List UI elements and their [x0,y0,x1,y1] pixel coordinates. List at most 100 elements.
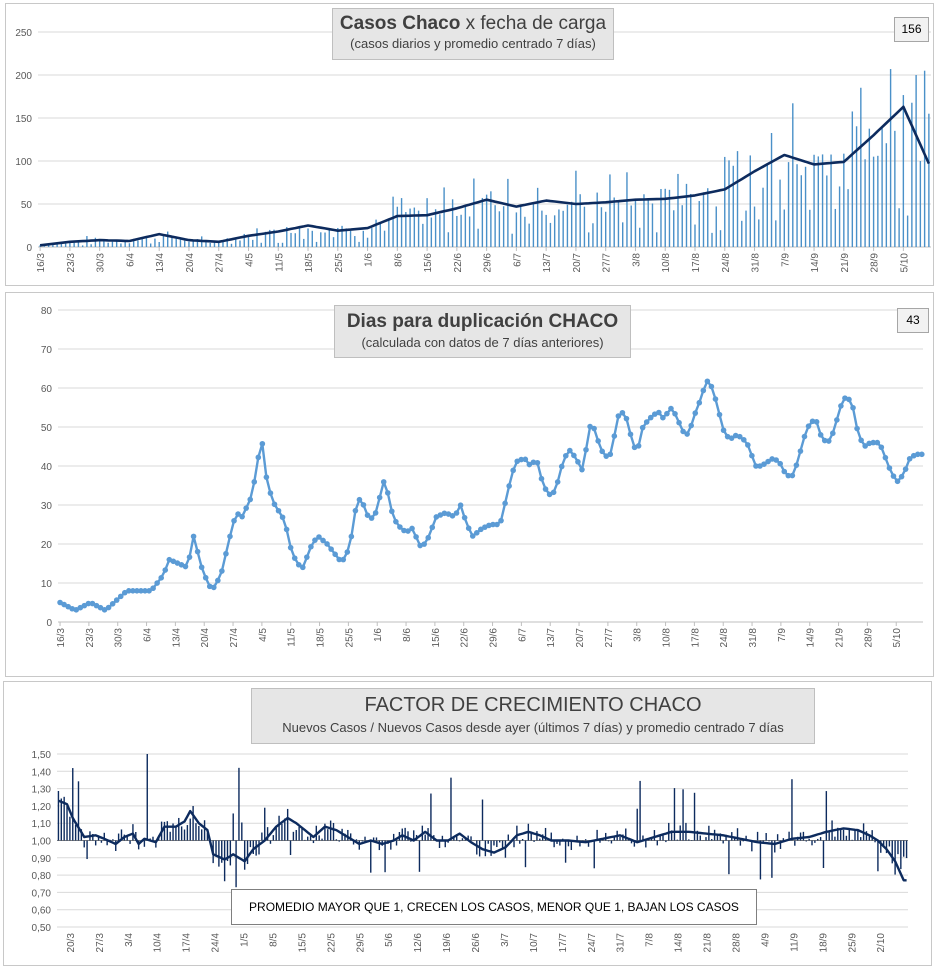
growth-daily-bar [501,840,504,850]
doubling-x-tick-label: 11/5 [287,628,298,647]
cases-daily-bar [587,232,590,247]
cases-daily-bar [566,204,569,247]
doubling-point [765,458,771,465]
doubling-chart: 0 10 20 30 40 50 60 70 80 16/3 23/3 30/3 6/4 13/4 20/4… [41,306,925,648]
cases-daily-bar [894,130,896,247]
cases-daily-bar [149,243,152,247]
doubling-point [413,534,419,540]
growth-daily-bar [301,828,303,841]
doubling-point [356,496,363,503]
growth-x-tick-label: 8/5 [268,933,279,947]
growth-daily-bar [269,840,272,844]
growth-daily-bar [332,822,335,841]
cases-daily-bar [792,103,794,248]
growth-daily-bar [828,832,830,841]
growth-daily-bar [80,829,83,841]
growth-daily-bar [696,830,699,841]
growth-daily-bar [186,825,189,841]
growth-daily-bar [719,833,722,841]
cases-y-tick-label: 150 [15,114,32,125]
growth-daily-bar [126,835,128,841]
growth-daily-bar [882,840,885,847]
growth-daily-bar [776,834,779,841]
cases-daily-bar [613,197,615,247]
doubling-point [457,502,464,508]
cases-x-tick-label: 21/9 [840,253,851,273]
cases-daily-bar [928,113,930,247]
doubling-point [397,524,403,530]
doubling-point [150,585,156,592]
cases-daily-bar [158,242,160,247]
growth-daily-bar [587,840,590,847]
cases-daily-bar [345,228,347,247]
growth-daily-bar [424,834,426,841]
growth-daily-bar [771,840,773,878]
cases-x-tick-label: 6/4 [125,253,136,267]
doubling-point [518,456,525,463]
growth-daily-bar [66,805,68,841]
growth-daily-bar [670,830,673,841]
cases-daily-bar [715,206,717,247]
growth-x-tick-label: 2/10 [876,933,887,953]
doubling-point [692,410,699,416]
cases-y-tick-label: 0 [26,243,32,254]
doubling-point [328,546,334,552]
cases-daily-bar [235,238,237,247]
growth-daily-bar [544,827,547,841]
doubling-point [619,409,626,416]
doubling-point [162,567,169,573]
growth-daily-bar [169,831,171,841]
cases-daily-bar [69,242,71,247]
doubling-point [522,456,529,463]
doubling-point [134,588,140,594]
doubling-point [785,472,792,479]
cases-y-tick-label: 50 [21,200,33,211]
cases-daily-bar [218,242,220,247]
growth-daily-bar [249,840,252,848]
growth-daily-bar [630,840,633,844]
cases-daily-bar [315,241,318,247]
growth-x-tick-label: 7/8 [645,933,656,947]
cases-daily-bar [196,239,199,247]
cases-daily-bar [396,206,399,247]
doubling-point [279,514,286,521]
doubling-point [117,593,124,600]
cases-title-rest: x fecha de carga [465,13,607,34]
doubling-x-tick-label: 31/8 [748,628,759,648]
growth-daily-bar [180,826,183,841]
doubling-point [360,502,367,508]
growth-daily-bar [344,833,346,841]
growth-daily-bar [464,839,467,841]
cases-x-tick-label: 6/7 [512,253,523,267]
growth-daily-bar [593,840,595,869]
cases-daily-bar [770,133,773,247]
growth-daily-bar [286,808,289,841]
growth-daily-bar [905,840,908,859]
cases-title-box: Casos Chaco x fecha de carga (casos diar… [332,8,614,60]
cases-daily-bar [821,154,824,247]
cases-title-bold: Casos Chaco [339,13,461,34]
growth-daily-bar [894,840,896,875]
growth-x-tick-label: 18/9 [818,933,829,953]
growth-daily-bar [206,832,209,841]
growth-daily-bar [484,840,487,857]
doubling-x-tick-label: 7/9 [777,628,788,642]
doubling-x-tick-label: 3/8 [633,628,644,642]
cases-x-tick-label: 18/5 [304,253,315,273]
growth-daily-bar [384,840,386,873]
growth-daily-bar [307,836,309,841]
growth-daily-bar [656,840,658,846]
cases-daily-bar [388,218,390,247]
doubling-point [672,411,678,417]
cases-y-tick-label: 250 [15,28,32,39]
cases-x-tick-label: 20/7 [572,253,583,273]
cases-daily-bar [400,198,403,247]
doubling-point [745,442,751,448]
cases-daily-bar [519,206,522,247]
cases-daily-bar [324,232,326,247]
doubling-point [862,443,868,449]
cases-daily-bar [868,128,871,247]
growth-daily-bar [605,832,607,841]
growth-daily-bar [226,840,229,862]
cases-daily-bar [596,192,598,247]
